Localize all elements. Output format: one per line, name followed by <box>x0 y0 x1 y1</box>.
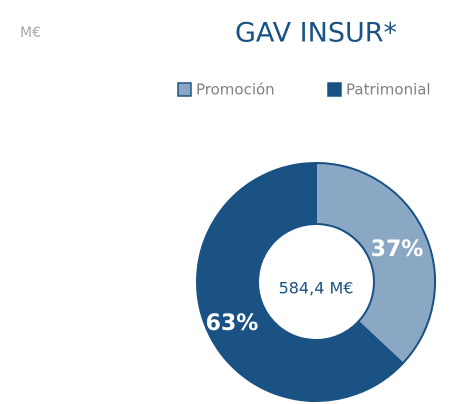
data-label: 37% <box>371 237 424 262</box>
legend-label: Promoción <box>196 81 275 99</box>
donut-slice <box>315 161 436 365</box>
unit-label: M€ <box>20 25 41 41</box>
data-label: 63% <box>206 311 259 336</box>
center-label: 584,4 M€ <box>279 279 354 298</box>
legend-label: Patrimonial <box>346 81 431 99</box>
chart-title: GAV INSUR* <box>235 18 397 49</box>
legend-swatch <box>177 82 192 97</box>
donut-slice <box>196 161 405 402</box>
legend-swatch <box>327 82 342 97</box>
